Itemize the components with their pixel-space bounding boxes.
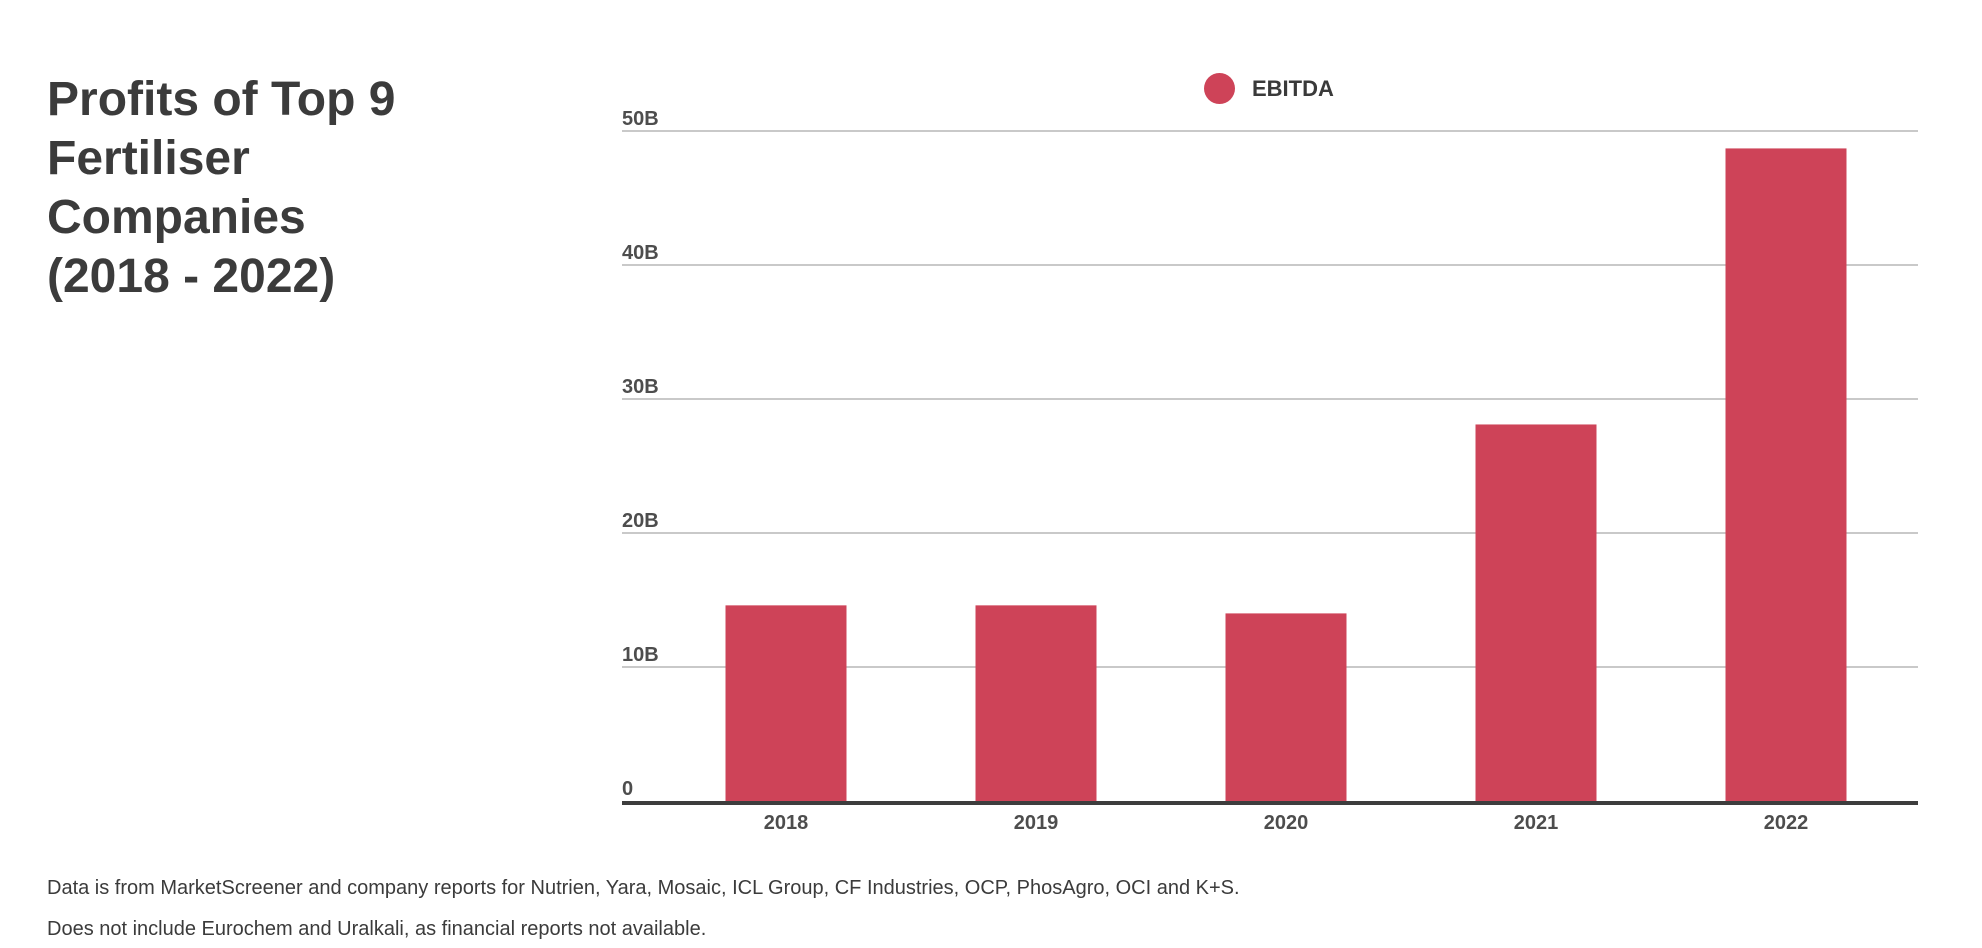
source-note-line1: Data is from MarketScreener and company … xyxy=(47,877,1240,899)
x-axis-label-2021: 2021 xyxy=(1514,812,1559,834)
bar-2022 xyxy=(1725,148,1847,802)
y-tick-label-0: 0 xyxy=(622,778,633,800)
chart-title: Profits of Top 9 Fertiliser Companies (2… xyxy=(47,73,396,303)
y-tick-label-40B: 40B xyxy=(622,242,659,264)
x-axis-label-2020: 2020 xyxy=(1264,812,1309,834)
legend-ebitda-label: EBITDA xyxy=(1252,75,1334,101)
x-axis-label-2022: 2022 xyxy=(1764,812,1809,834)
legend: EBITDA xyxy=(1204,73,1334,104)
y-tick-label-20B: 20B xyxy=(622,510,659,532)
y-tick-label-50B: 50B xyxy=(622,108,659,130)
source-note-line2: Does not include Eurochem and Uralkali, … xyxy=(47,918,707,940)
bar-2021 xyxy=(1475,424,1597,801)
x-axis-label-2018: 2018 xyxy=(764,812,809,834)
x-axis-label-2019: 2019 xyxy=(1014,812,1059,834)
bar-2020 xyxy=(1225,613,1347,801)
bar-2018 xyxy=(725,605,847,801)
legend-ebitda-dot-icon xyxy=(1204,73,1235,104)
y-tick-label-30B: 30B xyxy=(622,376,659,398)
source-note: Data is from MarketScreener and company … xyxy=(47,868,1240,948)
y-tick-label-10B: 10B xyxy=(622,644,659,666)
bar-2019 xyxy=(975,605,1097,801)
